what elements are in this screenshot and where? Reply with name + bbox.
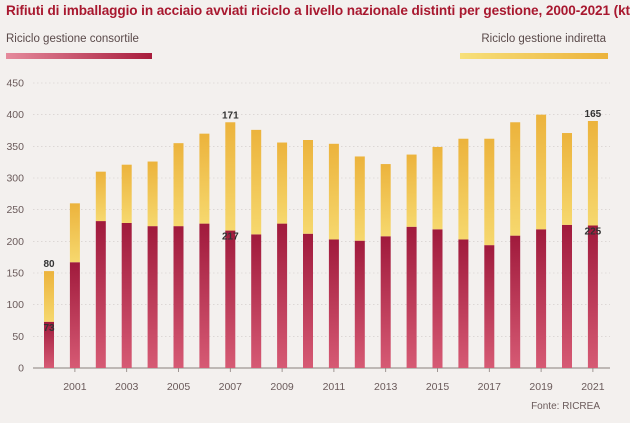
bar-indiretta-2019: [536, 114, 547, 230]
y-tick-label: 200: [6, 236, 24, 248]
y-tick-label: 250: [6, 204, 24, 216]
x-tick-label: 2009: [270, 381, 294, 393]
y-tick-label: 350: [6, 141, 24, 153]
bar-consortile-2010: [303, 233, 313, 368]
x-tick-label: 2011: [323, 381, 346, 393]
bar-consortile-2018: [510, 235, 521, 368]
x-tick-label: 2021: [581, 381, 605, 393]
bar-indiretta-2021: [587, 121, 598, 226]
bar-consortile-2011: [328, 239, 339, 368]
y-tick-label: 400: [6, 109, 24, 121]
y-tick-label: 100: [6, 299, 24, 311]
legend-swatch-consortile: [6, 53, 152, 59]
bar-indiretta-2003: [121, 164, 132, 223]
bar-consortile-2007: [225, 230, 236, 368]
x-tick-label: 2007: [219, 381, 243, 393]
bar-indiretta-2017: [484, 138, 495, 246]
y-tick-label: 50: [12, 331, 24, 343]
bar-consortile-2009: [277, 223, 288, 368]
x-tick-label: 2013: [374, 381, 398, 393]
bar-indiretta-2000: [44, 271, 54, 322]
source-note: Fonte: RICREA: [531, 401, 600, 412]
bar-consortile-2008: [251, 234, 262, 368]
bar-consortile-2001: [69, 262, 80, 368]
y-tick-label: 450: [6, 78, 24, 90]
bar-consortile-2019: [536, 229, 547, 368]
data-label: 171: [222, 110, 239, 121]
bar-indiretta-2020: [562, 133, 572, 225]
x-tick-label: 2003: [115, 381, 139, 393]
legend-label-indiretta: Riciclo gestione indiretta: [481, 33, 606, 45]
bar-indiretta-2010: [303, 140, 313, 234]
bar-consortile-2002: [95, 221, 106, 368]
bar-indiretta-2009: [277, 142, 288, 224]
bar-indiretta-2006: [199, 133, 210, 224]
bar-consortile-2021: [587, 225, 598, 368]
x-tick-label: 2005: [167, 381, 191, 393]
bar-consortile-2014: [406, 226, 417, 368]
y-tick-label: 0: [18, 363, 24, 375]
legend-swatch-indiretta: [460, 53, 608, 59]
bar-consortile-2015: [432, 229, 443, 368]
bar-indiretta-2016: [458, 138, 469, 240]
x-tick-label: 2015: [426, 381, 450, 393]
bar-consortile-2005: [173, 226, 184, 368]
bar-indiretta-2011: [328, 143, 339, 240]
x-tick-label: 2001: [63, 381, 87, 393]
data-label: 225: [585, 227, 602, 238]
bar-indiretta-2007: [225, 122, 236, 231]
legend-label-consortile: Riciclo gestione consortile: [6, 33, 139, 45]
data-label: 80: [43, 259, 55, 270]
bar-consortile-2012: [354, 240, 365, 368]
data-label: 73: [43, 323, 55, 334]
y-tick-label: 300: [6, 173, 24, 185]
bar-indiretta-2013: [380, 164, 391, 237]
chart-title: Rifiuti di imballaggio in acciaio avviat…: [6, 3, 630, 18]
bar-indiretta-2002: [95, 171, 106, 222]
data-label: 217: [222, 232, 239, 243]
bar-consortile-2004: [147, 226, 158, 368]
bar-consortile-2020: [562, 224, 572, 368]
bar-indiretta-2001: [69, 203, 80, 263]
x-tick-label: 2019: [529, 381, 553, 393]
bar-consortile-2013: [380, 236, 391, 368]
bar-consortile-2006: [199, 223, 210, 368]
bar-indiretta-2014: [406, 154, 417, 227]
bar-consortile-2017: [484, 245, 495, 368]
bar-indiretta-2018: [510, 122, 521, 236]
x-tick-label: 2017: [478, 381, 502, 393]
y-tick-label: 150: [6, 268, 24, 280]
bar-consortile-2000: [44, 321, 54, 368]
bar-indiretta-2005: [173, 143, 184, 227]
bar-indiretta-2004: [147, 161, 158, 227]
bar-indiretta-2008: [251, 129, 262, 235]
bar-indiretta-2015: [432, 146, 443, 230]
data-label: 165: [585, 109, 602, 120]
bar-consortile-2003: [121, 222, 132, 368]
bar-indiretta-2012: [354, 156, 365, 241]
bar-consortile-2016: [458, 239, 469, 368]
